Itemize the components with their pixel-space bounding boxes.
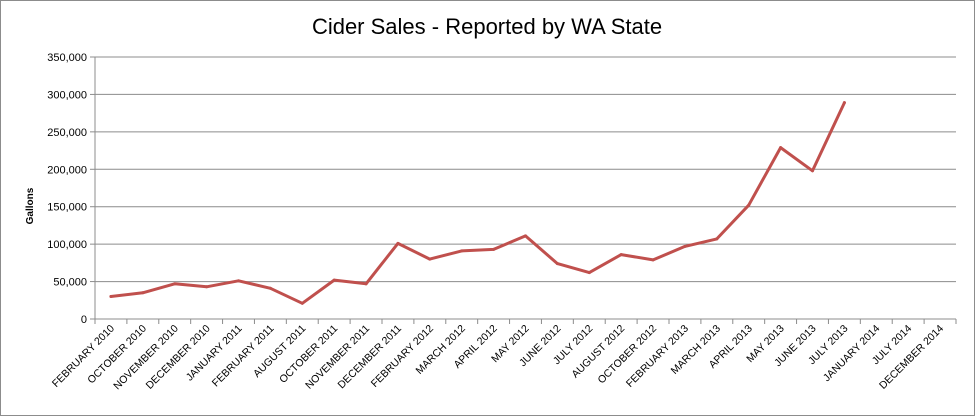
gridlines bbox=[95, 56, 956, 283]
data-point bbox=[428, 257, 432, 261]
data-point bbox=[205, 285, 209, 289]
data-point bbox=[524, 234, 527, 238]
data-point bbox=[396, 241, 400, 245]
y-tick-label: 200,000 bbox=[47, 164, 87, 176]
y-tick-label: 100,000 bbox=[47, 239, 87, 251]
data-point bbox=[460, 249, 464, 253]
data-point bbox=[779, 146, 783, 150]
y-tick-label: 0 bbox=[81, 314, 87, 326]
data-point bbox=[683, 244, 687, 248]
data-point bbox=[268, 286, 272, 290]
data-point bbox=[651, 258, 655, 262]
data-point bbox=[587, 271, 591, 275]
y-tick-label: 50,000 bbox=[53, 277, 87, 289]
data-point bbox=[619, 253, 623, 257]
data-point bbox=[715, 237, 719, 241]
data-point bbox=[492, 247, 496, 251]
data-point bbox=[109, 295, 113, 299]
y-tick-labels: 0 50,000 100,000 150,000 200,000 250,000 300,0… bbox=[47, 52, 95, 326]
data-point bbox=[300, 301, 304, 305]
series-line-group bbox=[109, 101, 846, 305]
data-point bbox=[747, 203, 751, 207]
data-point bbox=[173, 282, 177, 286]
series-line bbox=[109, 101, 846, 305]
data-point bbox=[237, 279, 240, 283]
chart-title: Cider Sales - Reported by WA State bbox=[312, 14, 662, 39]
y-tick-label: 250,000 bbox=[47, 127, 87, 139]
y-tick-label: 150,000 bbox=[47, 202, 87, 214]
data-point bbox=[555, 262, 559, 266]
axes bbox=[94, 57, 956, 320]
data-point bbox=[842, 101, 846, 105]
y-axis-label: Gallons bbox=[25, 187, 36, 224]
y-tick-label: 350,000 bbox=[47, 52, 87, 64]
data-point bbox=[364, 282, 368, 286]
x-tick-label: JANUARY 2014 bbox=[821, 323, 883, 385]
y-tick-label: 300,000 bbox=[47, 89, 87, 101]
data-point bbox=[811, 169, 814, 173]
data-point bbox=[141, 291, 145, 295]
x-tick-label: JANUARY 2011 bbox=[184, 323, 245, 384]
data-point bbox=[332, 278, 336, 282]
